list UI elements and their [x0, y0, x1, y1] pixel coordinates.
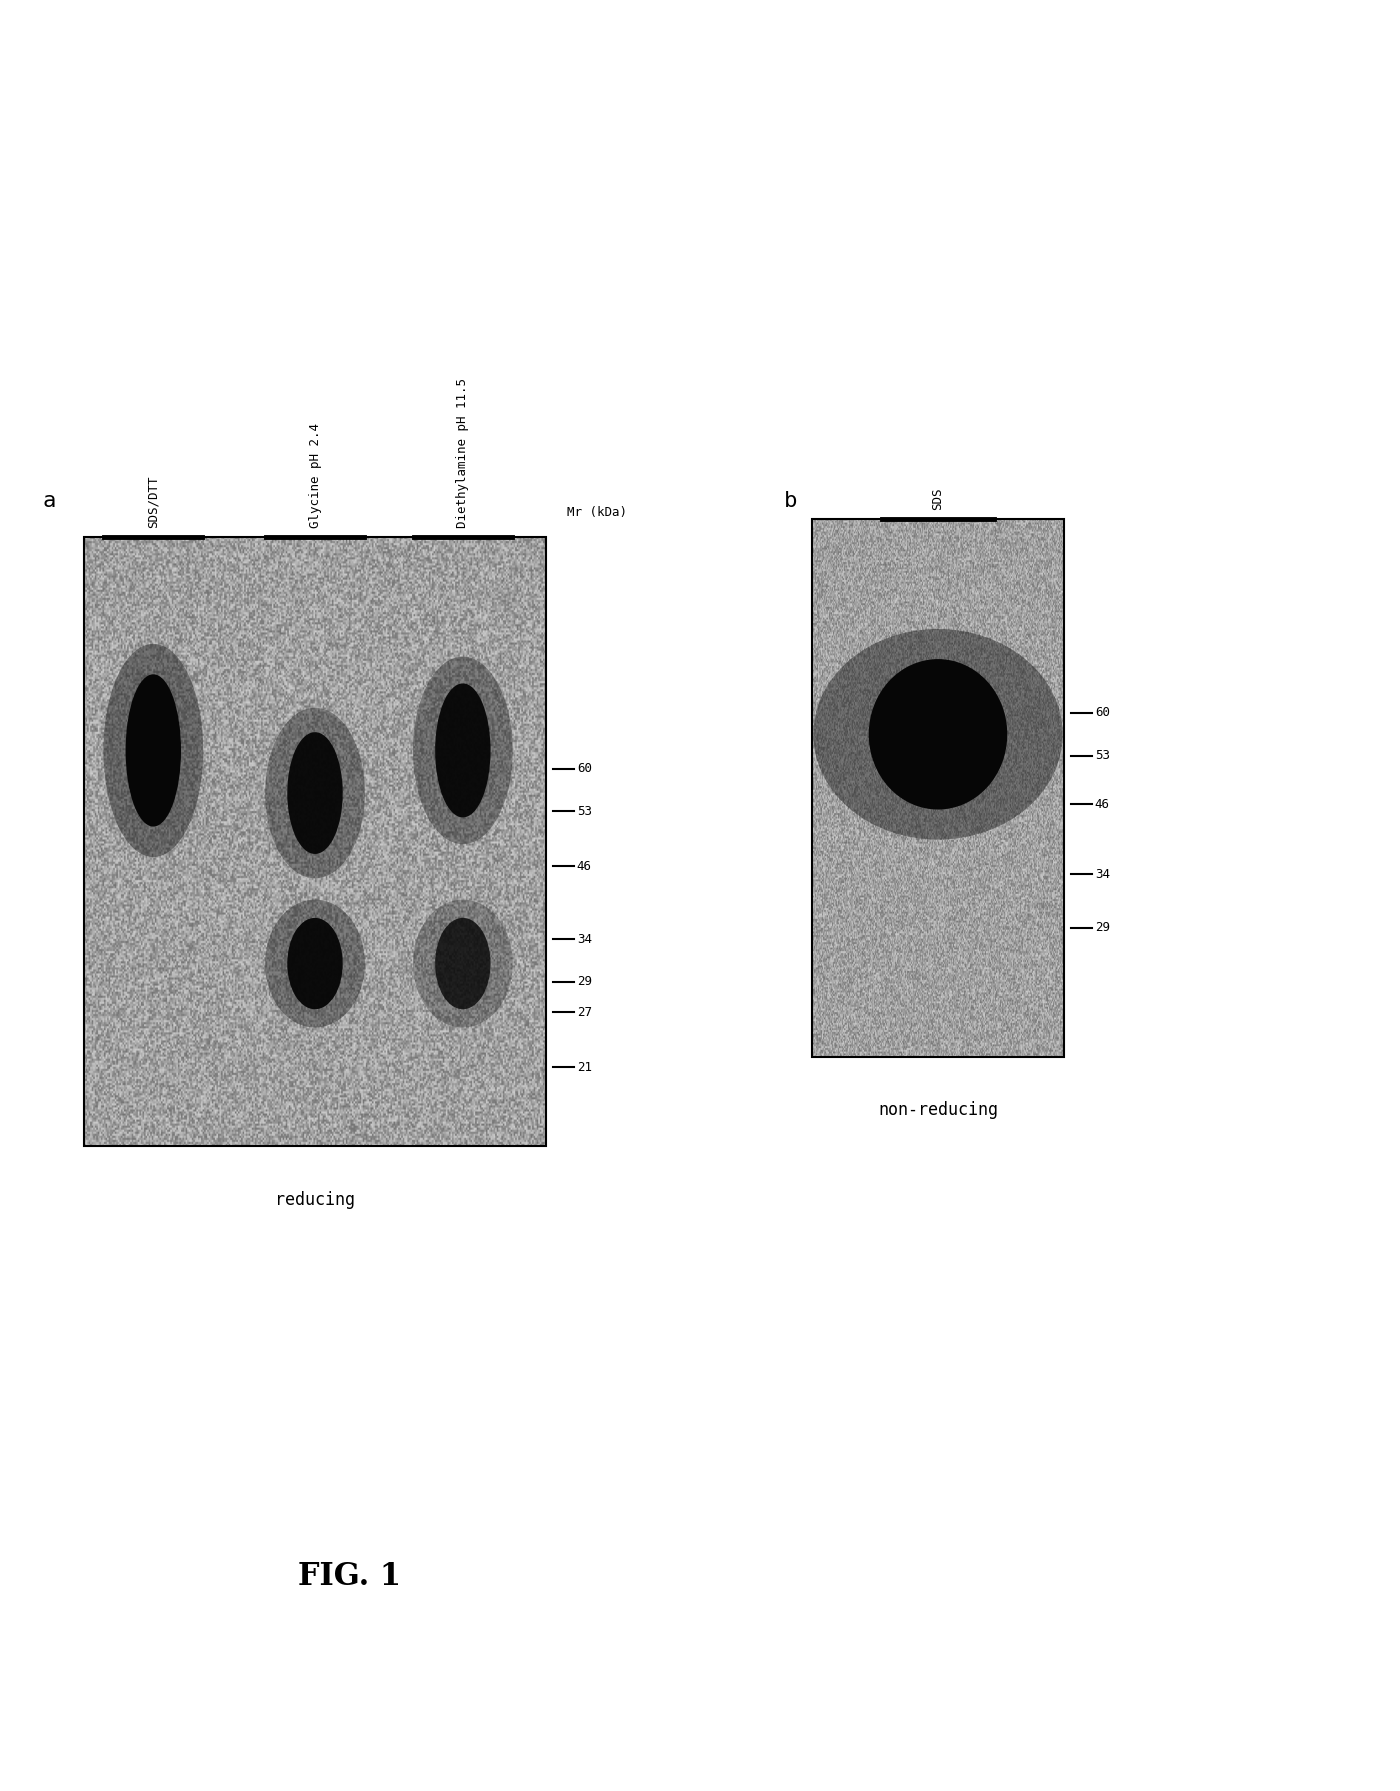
Ellipse shape	[287, 917, 343, 1010]
Text: Mr (kDa): Mr (kDa)	[567, 507, 627, 519]
Text: 53: 53	[577, 804, 592, 818]
Text: 53: 53	[1095, 749, 1110, 763]
Text: 29: 29	[1095, 921, 1110, 935]
Ellipse shape	[813, 629, 1063, 840]
Ellipse shape	[265, 899, 365, 1028]
Text: non-reducing: non-reducing	[878, 1101, 998, 1119]
Ellipse shape	[413, 657, 512, 844]
Text: Diethylamine pH 11.5: Diethylamine pH 11.5	[456, 378, 469, 528]
Ellipse shape	[435, 684, 490, 817]
Text: SDS/DTT: SDS/DTT	[147, 476, 160, 528]
Text: 27: 27	[577, 1007, 592, 1019]
Text: 46: 46	[1095, 797, 1110, 811]
Text: Glycine pH 2.4: Glycine pH 2.4	[308, 423, 322, 528]
Ellipse shape	[868, 659, 1007, 810]
Text: 34: 34	[577, 933, 592, 946]
Ellipse shape	[265, 707, 365, 878]
Text: a: a	[42, 491, 56, 512]
Text: 21: 21	[577, 1060, 592, 1073]
Bar	[84, 537, 546, 1146]
Text: 46: 46	[577, 860, 592, 872]
Ellipse shape	[435, 917, 490, 1010]
Text: SDS: SDS	[931, 487, 945, 510]
Ellipse shape	[126, 675, 181, 827]
Ellipse shape	[104, 645, 203, 858]
Text: 34: 34	[1095, 867, 1110, 881]
Text: 60: 60	[577, 763, 592, 776]
Text: FIG. 1: FIG. 1	[298, 1560, 402, 1592]
Text: b: b	[784, 491, 798, 512]
Bar	[812, 519, 1064, 1057]
Ellipse shape	[287, 733, 343, 854]
Text: 29: 29	[577, 976, 592, 989]
Text: reducing: reducing	[274, 1191, 356, 1209]
Ellipse shape	[413, 899, 512, 1028]
Text: 60: 60	[1095, 706, 1110, 720]
